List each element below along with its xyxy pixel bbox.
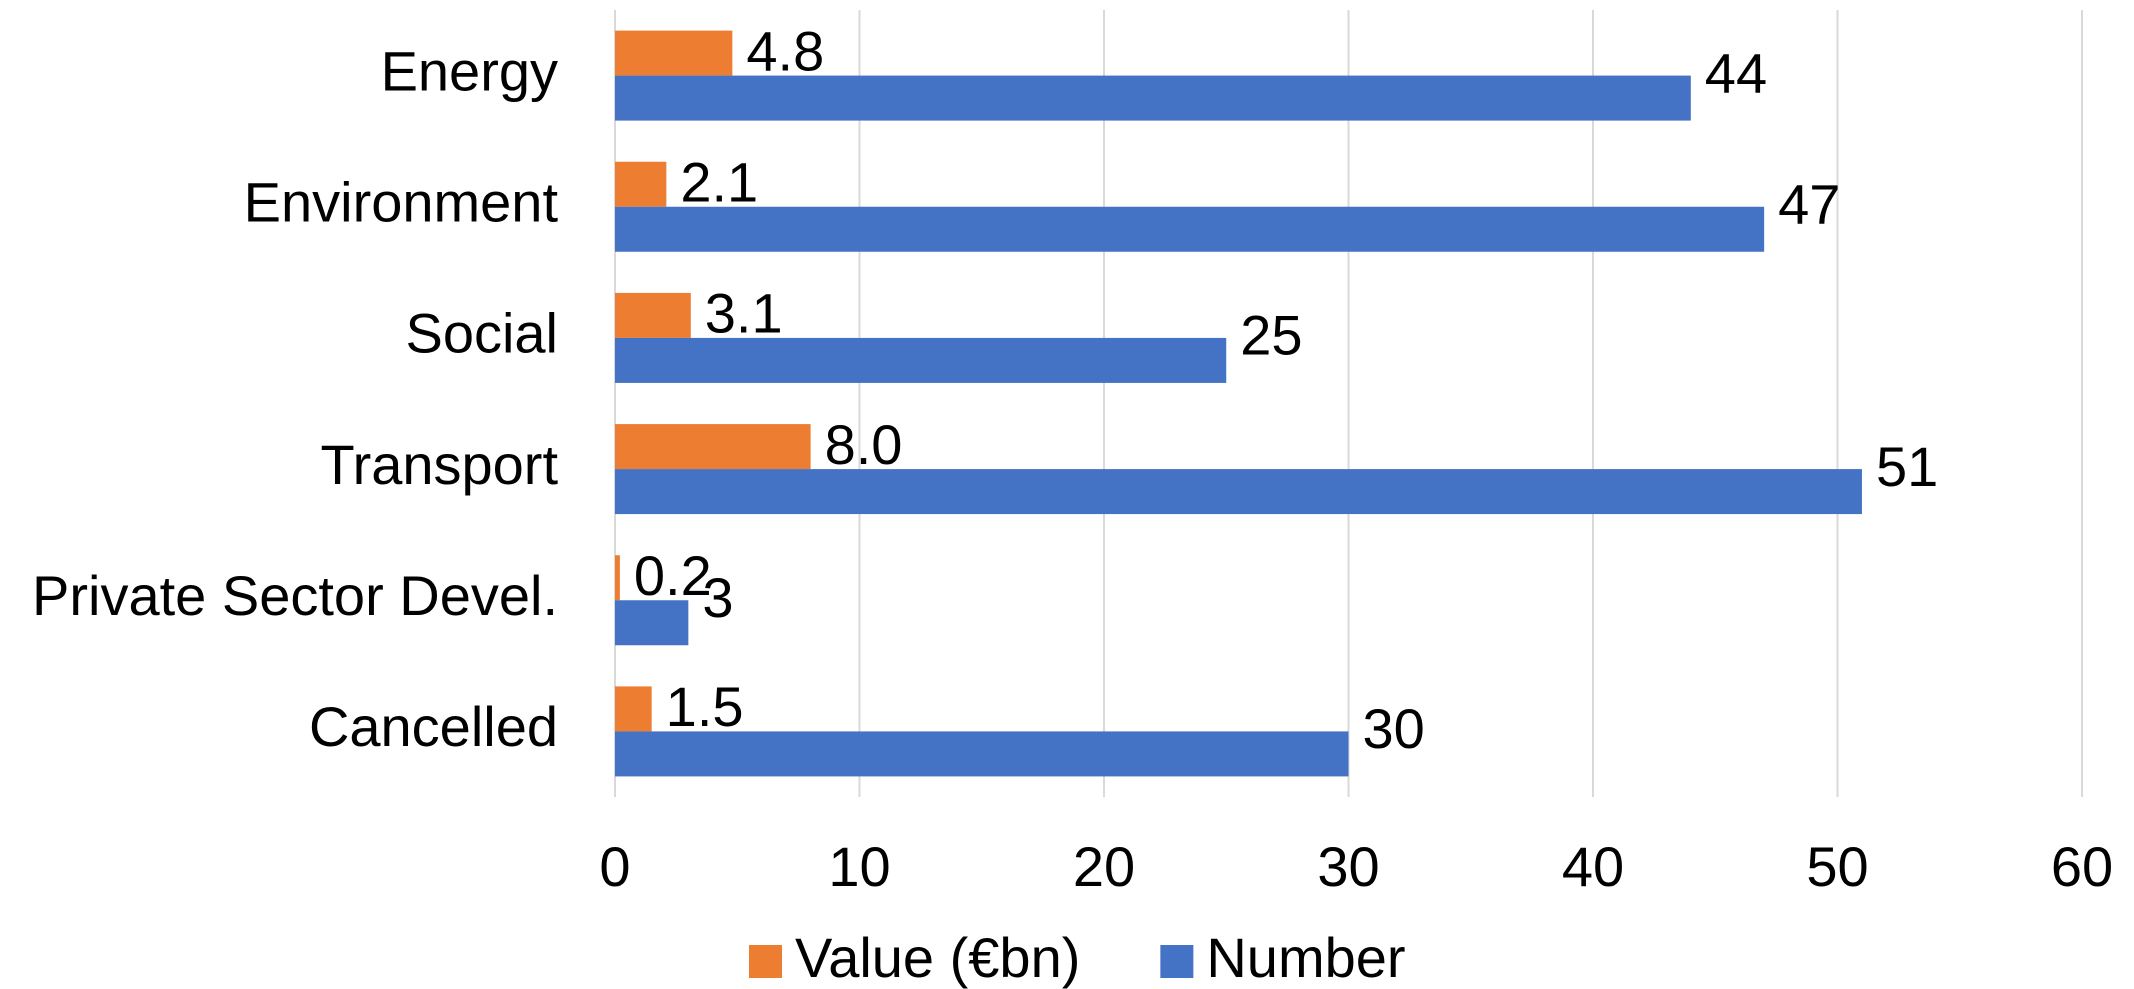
- bar: [615, 686, 652, 732]
- bar: [615, 292, 691, 338]
- y-tick-label: Cancelled: [309, 695, 558, 758]
- bar: [615, 161, 667, 207]
- x-tick-label: 0: [599, 835, 630, 898]
- legend-swatch: [749, 945, 782, 978]
- bar: [615, 731, 1349, 777]
- data-label: 4.8: [746, 19, 824, 82]
- data-label: 1.5: [666, 675, 744, 738]
- x-tick-label: 20: [1073, 835, 1135, 898]
- y-tick-label: Social: [405, 302, 558, 365]
- bar: [615, 206, 1765, 252]
- legend-label: Value (€bn): [795, 926, 1080, 989]
- bar: [615, 424, 811, 470]
- x-tick-label: 60: [2051, 835, 2113, 898]
- legend-label: Number: [1206, 926, 1405, 989]
- bar: [615, 75, 1691, 121]
- data-label: 51: [1876, 435, 1938, 498]
- data-label: 3: [702, 566, 733, 629]
- data-label: 44: [1705, 41, 1767, 104]
- bar: [615, 30, 733, 76]
- y-tick-label: Transport: [320, 433, 558, 496]
- data-label: 3.1: [705, 282, 783, 345]
- bar: [615, 555, 620, 601]
- data-label: 2.1: [680, 151, 758, 214]
- bar: [615, 469, 1862, 515]
- y-tick-label: Energy: [381, 39, 558, 102]
- data-label: 8.0: [825, 413, 903, 476]
- data-label: 47: [1778, 173, 1840, 236]
- y-tick-label: Private Sector Devel.: [32, 564, 558, 627]
- data-label: 30: [1363, 697, 1425, 760]
- bar: [615, 337, 1227, 383]
- data-label: 25: [1240, 304, 1302, 367]
- bar: [615, 600, 689, 646]
- x-tick-label: 10: [828, 835, 890, 898]
- legend-swatch: [1160, 945, 1194, 978]
- x-tick-label: 50: [1806, 835, 1868, 898]
- data-label: 0.2: [634, 544, 712, 607]
- x-tick-label: 30: [1317, 835, 1379, 898]
- y-tick-label: Environment: [244, 171, 559, 234]
- x-tick-label: 40: [1562, 835, 1624, 898]
